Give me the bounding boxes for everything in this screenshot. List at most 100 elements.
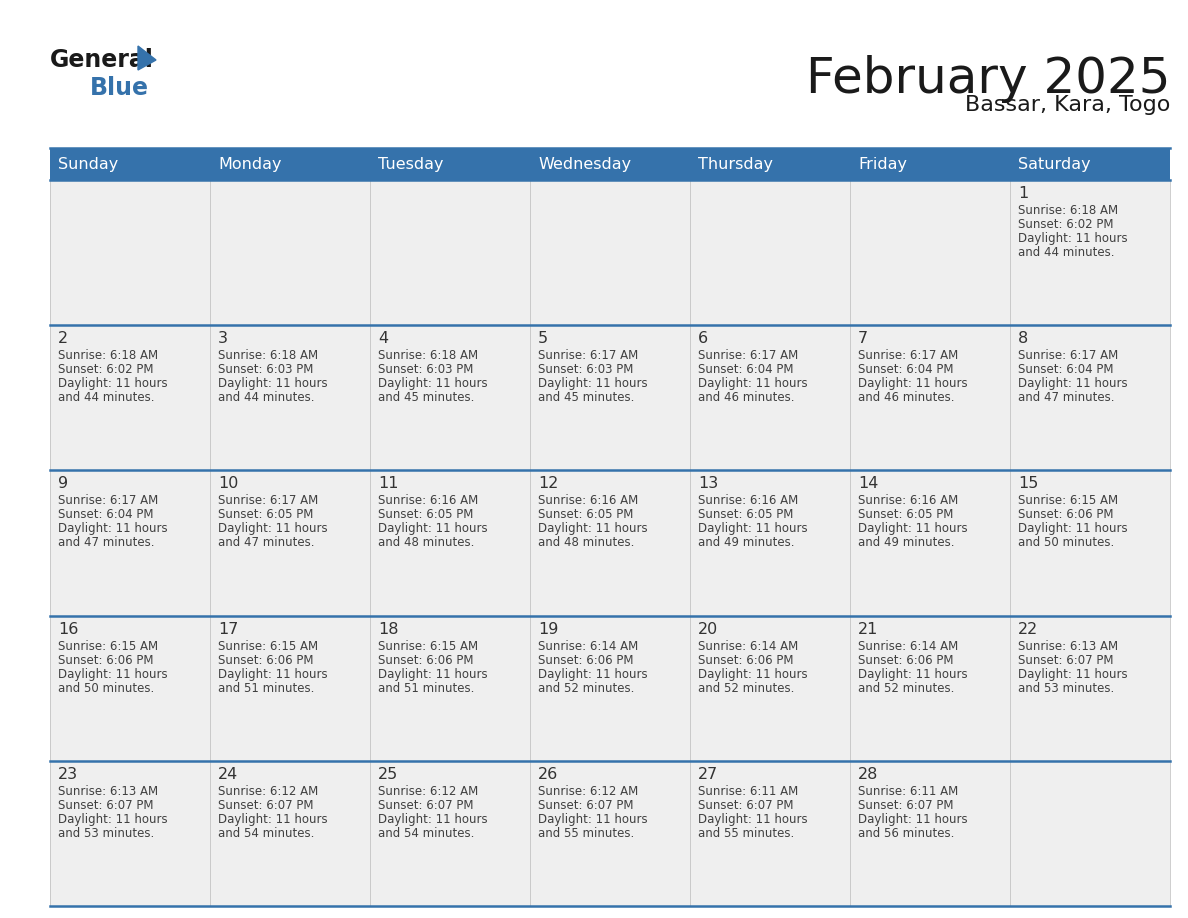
Text: 15: 15 — [1018, 476, 1038, 491]
Text: Sunset: 6:06 PM: Sunset: 6:06 PM — [378, 654, 474, 666]
Text: and 55 minutes.: and 55 minutes. — [699, 827, 795, 840]
Text: Daylight: 11 hours: Daylight: 11 hours — [538, 667, 647, 680]
Bar — [1010, 148, 1170, 180]
Bar — [530, 470, 690, 616]
Bar — [849, 148, 1010, 180]
Text: 3: 3 — [219, 331, 228, 346]
Text: Daylight: 11 hours: Daylight: 11 hours — [699, 667, 808, 680]
Bar — [210, 148, 369, 180]
Text: Sunrise: 6:11 AM: Sunrise: 6:11 AM — [858, 785, 959, 798]
Text: Daylight: 11 hours: Daylight: 11 hours — [538, 812, 647, 826]
Text: Sunrise: 6:14 AM: Sunrise: 6:14 AM — [538, 640, 638, 653]
Bar — [849, 470, 1010, 616]
Text: Daylight: 11 hours: Daylight: 11 hours — [1018, 232, 1127, 245]
Text: Daylight: 11 hours: Daylight: 11 hours — [699, 812, 808, 826]
Bar — [849, 761, 1010, 906]
Bar — [1010, 325, 1170, 470]
Text: 28: 28 — [858, 767, 878, 782]
Bar — [690, 470, 849, 616]
Text: Daylight: 11 hours: Daylight: 11 hours — [858, 812, 967, 826]
Text: and 48 minutes.: and 48 minutes. — [538, 536, 634, 549]
Text: and 55 minutes.: and 55 minutes. — [538, 827, 634, 840]
Text: and 52 minutes.: and 52 minutes. — [858, 681, 954, 695]
Bar — [690, 180, 849, 325]
Bar — [849, 325, 1010, 470]
Text: 17: 17 — [219, 621, 239, 636]
Text: Sunset: 6:05 PM: Sunset: 6:05 PM — [219, 509, 314, 521]
Text: Daylight: 11 hours: Daylight: 11 hours — [58, 377, 168, 390]
Text: February 2025: February 2025 — [805, 55, 1170, 103]
Text: Sunset: 6:05 PM: Sunset: 6:05 PM — [858, 509, 954, 521]
Text: Sunset: 6:06 PM: Sunset: 6:06 PM — [538, 654, 633, 666]
Text: Daylight: 11 hours: Daylight: 11 hours — [1018, 667, 1127, 680]
Text: and 46 minutes.: and 46 minutes. — [858, 391, 954, 404]
Text: Sunset: 6:03 PM: Sunset: 6:03 PM — [538, 364, 633, 376]
Text: Daylight: 11 hours: Daylight: 11 hours — [58, 522, 168, 535]
Text: Daylight: 11 hours: Daylight: 11 hours — [219, 667, 328, 680]
Text: Sunrise: 6:17 AM: Sunrise: 6:17 AM — [58, 495, 158, 508]
Text: General: General — [50, 48, 154, 72]
Text: Sunrise: 6:15 AM: Sunrise: 6:15 AM — [1018, 495, 1118, 508]
Bar — [690, 148, 849, 180]
Text: and 53 minutes.: and 53 minutes. — [58, 827, 154, 840]
Text: Sunrise: 6:16 AM: Sunrise: 6:16 AM — [378, 495, 479, 508]
Text: 7: 7 — [858, 331, 868, 346]
Text: Sunrise: 6:17 AM: Sunrise: 6:17 AM — [1018, 349, 1118, 363]
Bar — [50, 761, 210, 906]
Text: 27: 27 — [699, 767, 719, 782]
Text: Sunrise: 6:13 AM: Sunrise: 6:13 AM — [58, 785, 158, 798]
Text: and 54 minutes.: and 54 minutes. — [378, 827, 474, 840]
Text: 4: 4 — [378, 331, 388, 346]
Text: Sunrise: 6:11 AM: Sunrise: 6:11 AM — [699, 785, 798, 798]
Text: 12: 12 — [538, 476, 558, 491]
Text: 11: 11 — [378, 476, 398, 491]
Bar — [210, 761, 369, 906]
Text: Daylight: 11 hours: Daylight: 11 hours — [858, 667, 967, 680]
Text: and 53 minutes.: and 53 minutes. — [1018, 681, 1114, 695]
Bar — [369, 325, 530, 470]
Text: Sunrise: 6:15 AM: Sunrise: 6:15 AM — [58, 640, 158, 653]
Text: Monday: Monday — [219, 156, 282, 172]
Text: Tuesday: Tuesday — [378, 156, 443, 172]
Bar — [210, 325, 369, 470]
Text: 6: 6 — [699, 331, 708, 346]
Text: Sunset: 6:04 PM: Sunset: 6:04 PM — [699, 364, 794, 376]
Text: 10: 10 — [219, 476, 239, 491]
Text: Sunset: 6:06 PM: Sunset: 6:06 PM — [219, 654, 314, 666]
Text: Daylight: 11 hours: Daylight: 11 hours — [378, 812, 487, 826]
Text: Friday: Friday — [858, 156, 906, 172]
Bar — [849, 616, 1010, 761]
Text: Sunrise: 6:18 AM: Sunrise: 6:18 AM — [1018, 204, 1118, 217]
Text: Sunrise: 6:18 AM: Sunrise: 6:18 AM — [378, 349, 478, 363]
Bar — [50, 148, 210, 180]
Text: Daylight: 11 hours: Daylight: 11 hours — [699, 377, 808, 390]
Text: Daylight: 11 hours: Daylight: 11 hours — [58, 667, 168, 680]
Text: Saturday: Saturday — [1018, 156, 1091, 172]
Text: and 54 minutes.: and 54 minutes. — [219, 827, 315, 840]
Text: Sunset: 6:02 PM: Sunset: 6:02 PM — [1018, 218, 1113, 231]
Text: 2: 2 — [58, 331, 68, 346]
Text: Sunset: 6:04 PM: Sunset: 6:04 PM — [858, 364, 954, 376]
Text: 24: 24 — [219, 767, 239, 782]
Text: Sunrise: 6:16 AM: Sunrise: 6:16 AM — [699, 495, 798, 508]
Polygon shape — [138, 46, 156, 70]
Text: and 49 minutes.: and 49 minutes. — [858, 536, 954, 549]
Text: Daylight: 11 hours: Daylight: 11 hours — [378, 377, 487, 390]
Text: Sunrise: 6:17 AM: Sunrise: 6:17 AM — [858, 349, 959, 363]
Bar — [530, 616, 690, 761]
Text: Sunset: 6:07 PM: Sunset: 6:07 PM — [699, 799, 794, 812]
Text: and 44 minutes.: and 44 minutes. — [219, 391, 315, 404]
Bar — [210, 470, 369, 616]
Text: and 56 minutes.: and 56 minutes. — [858, 827, 954, 840]
Text: Sunset: 6:07 PM: Sunset: 6:07 PM — [58, 799, 153, 812]
Text: and 44 minutes.: and 44 minutes. — [1018, 246, 1114, 259]
Bar — [530, 148, 690, 180]
Text: Daylight: 11 hours: Daylight: 11 hours — [1018, 522, 1127, 535]
Text: Sunset: 6:05 PM: Sunset: 6:05 PM — [538, 509, 633, 521]
Text: Sunset: 6:04 PM: Sunset: 6:04 PM — [1018, 364, 1113, 376]
Text: and 47 minutes.: and 47 minutes. — [219, 536, 315, 549]
Text: 13: 13 — [699, 476, 719, 491]
Bar — [1010, 470, 1170, 616]
Text: 1: 1 — [1018, 186, 1029, 201]
Text: 22: 22 — [1018, 621, 1038, 636]
